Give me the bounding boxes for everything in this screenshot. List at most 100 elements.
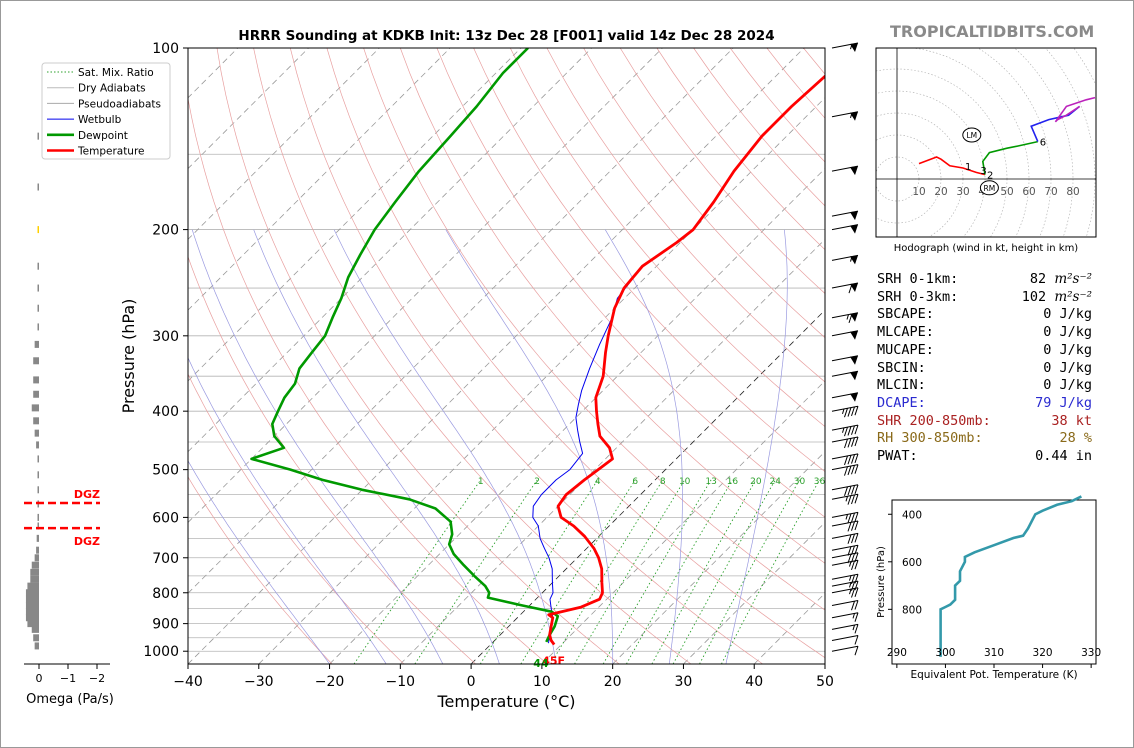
wind-barb [831,392,859,402]
wind-barb-staff [831,453,859,460]
omega-bar [36,546,39,554]
isotherm-line [329,167,825,664]
pseudoadiabat [604,229,683,664]
wind-barb-staff [831,544,859,551]
mixing-ratio-line [699,479,800,664]
wind-barb-feather [847,513,852,523]
wind-barb-feather [851,545,855,556]
wind-barb [831,436,859,449]
wind-barb-staff [831,600,859,606]
hodograph-segment [981,140,1038,175]
stat-row: MLCAPE: 0 J/kg [877,324,1092,340]
hodograph-ring [860,30,1120,260]
wind-barb-feather [851,601,855,611]
omega-bar [37,522,39,530]
wind-barb-feather [851,437,855,447]
wind-barb-staff [831,587,859,594]
dry-adiabat [473,48,825,473]
y-tick-label: 1000 [143,644,179,660]
hodograph-ring [1073,48,1096,87]
wind-barb-feather [851,406,855,417]
mixing-ratio-line [479,479,599,664]
wind-barb-feather [854,600,859,610]
stat-label: SBCAPE: [877,306,934,323]
theta-e-x-axis-title: Equivalent Pot. Temperature (K) [910,669,1077,681]
wind-barb-half-feather [852,613,855,619]
omega-bar [37,486,39,494]
pseudoadiabat [191,229,444,664]
stat-value: 79 [1035,394,1060,411]
omega-bar [36,441,39,449]
wind-barb [831,424,859,437]
pseudoadiabat [253,229,500,664]
hodograph-height-label: 2 [987,171,993,182]
omega-panel: DGZ DGZ 0 −1 −2 Omega (Pa/s) [24,132,114,707]
wind-barb-half-feather [845,514,848,520]
wind-barb-half-feather [850,44,853,50]
stat-value: 0.44 [1035,448,1076,464]
mixing-ratio-label: 13 [705,477,716,487]
stat-row: MLCIN: 0 J/kg [877,377,1092,393]
theta-e-x-tick-label: 300 [935,647,955,659]
omega-bar [33,634,39,642]
stat-row: SBCIN: 0 J/kg [877,360,1092,376]
stat-row: DCAPE: 79 J/kg [877,395,1092,411]
y-tick-label: 500 [152,463,179,479]
stat-label: SRH 0-1km: [877,271,959,287]
wind-barb [831,165,859,176]
wind-barb [831,464,859,476]
wind-barb [831,520,859,532]
omega-bar [37,262,39,270]
dry-adiabat [188,255,476,664]
wind-barb-feather [847,455,852,465]
dry-adiabat [436,48,825,518]
hodograph-area: 102030405060708012369LMRM [860,30,1120,260]
hodograph-ring [860,30,1120,260]
hodograph-ring-label: 50 [1000,186,1013,198]
dry-adiabat [619,48,825,294]
hodograph-height-label: 9 [1097,94,1103,105]
wind-barb-flag [850,371,858,381]
dgz-label: DGZ [74,488,100,501]
storm-motion-marker [979,180,999,196]
wind-barb-feather [854,464,859,474]
stat-unit: J/kg [1059,394,1092,411]
wind-barb [831,282,859,294]
pseudoadiabat [188,460,330,664]
omega-bar [37,455,39,463]
wind-barb-feather [847,522,852,532]
wind-barb [831,370,859,381]
wind-barb-feather [844,408,848,418]
isotherm-line [188,48,663,524]
x-axis-title: Temperature (°C) [436,692,575,711]
wind-barb [831,355,859,365]
stat-value: 82 [1029,271,1055,287]
isotherm-line [470,309,825,664]
wind-barb-feather [854,520,859,531]
wind-barb [831,330,859,340]
omega-bar [27,582,39,590]
omega-bar [31,561,39,569]
stat-value: 0 [1043,306,1060,323]
isotherm-line [188,48,805,664]
hodograph-panel: 102030405060708012369LMRMHodograph (wind… [860,30,1120,260]
skewt-axes-frame [187,47,826,665]
omega-bar [34,642,39,650]
stat-unit: J/kg [1059,341,1092,358]
theta-e-y-tick-label: 600 [902,557,922,569]
wind-barb [831,544,859,556]
theta-e-x-tick-label: 310 [984,647,1004,659]
wind-barb-half-feather [845,496,848,502]
omega-bar [25,602,39,610]
wind-barb-staff [831,623,859,630]
x-tick-label: 30 [675,674,693,690]
y-tick-label: 100 [152,41,179,57]
omega-axis-title: Omega (Pa/s) [26,692,114,707]
hodograph-title: Hodograph (wind in kt, height in km) [894,243,1079,254]
wind-barb-feather [847,534,852,544]
stat-label: DCAPE: [877,394,926,411]
wind-barb-staff [831,493,859,500]
dry-adiabat [546,48,825,383]
series-temperature [547,74,825,646]
mixing-ratio-line [651,479,757,664]
